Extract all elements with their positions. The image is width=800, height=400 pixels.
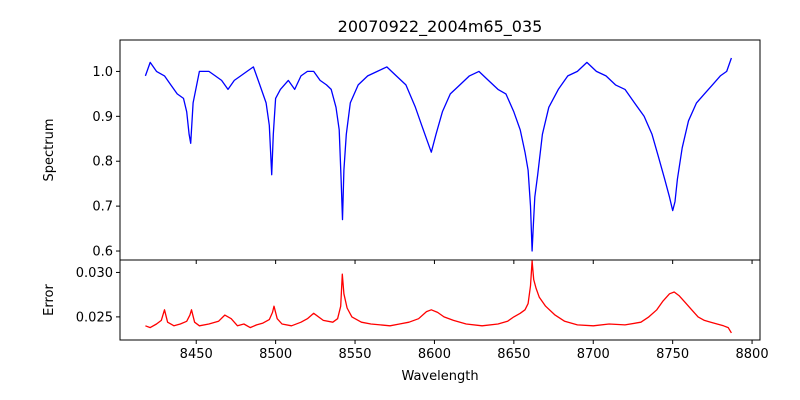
error-y-tick-label-0: 0.025: [76, 310, 113, 325]
error-x-tick-label-4: 8600: [418, 347, 451, 362]
spectrum-plot-frame: [119, 39, 761, 261]
error-series-group: [145, 260, 732, 334]
error-x-tick-label-3: 8550: [338, 347, 371, 362]
error-x-tick-label-7: 8750: [656, 347, 689, 362]
spectrum-y-tick-label-4: 1.0: [92, 65, 113, 80]
spectrum-y-tick-label-1: 0.7: [92, 200, 113, 215]
error-x-tick-label-1: 8450: [180, 347, 213, 362]
error-ticks-group: 8450 8500 8550 8600 8650 8700 8750 8800 0.025 0.0…: [76, 266, 769, 362]
error-y-tick-label-1: 0.030: [76, 266, 113, 281]
error-line-series-0: [145, 260, 732, 334]
spectrum-ticks-group: 0.6 0.7 0.8 0.9 1.0: [92, 65, 753, 264]
spectrum-panel: 20070922_2004m65_035 Spectrum 0.60.70.80…: [42, 17, 761, 264]
error-plot-frame: [119, 259, 761, 341]
spectrum-line-series-0: [144, 57, 733, 252]
error-x-tick-label-6: 8700: [577, 347, 610, 362]
error-x-tick-label-8: 8800: [736, 347, 769, 362]
error-panel: Error Wavelength 8450 8500 8550 8600 8650 870…: [42, 259, 769, 384]
spectrum-y-axis-label: Spectrum: [42, 119, 57, 182]
spectrum-y-tick-label-2: 0.8: [92, 155, 113, 170]
error-x-tick-label-2: 8500: [259, 347, 292, 362]
x-axis-label: Wavelength: [401, 369, 478, 384]
spectrum-y-tick-label-3: 0.9: [92, 110, 113, 125]
spectrum-y-tick-label-0: 0.6: [92, 245, 113, 260]
error-x-tick-label-5: 8650: [497, 347, 530, 362]
spectrum-title: 20070922_2004m65_035: [338, 17, 543, 37]
spectrum-series-group: [144, 57, 733, 252]
error-y-axis-label: Error: [42, 284, 57, 316]
